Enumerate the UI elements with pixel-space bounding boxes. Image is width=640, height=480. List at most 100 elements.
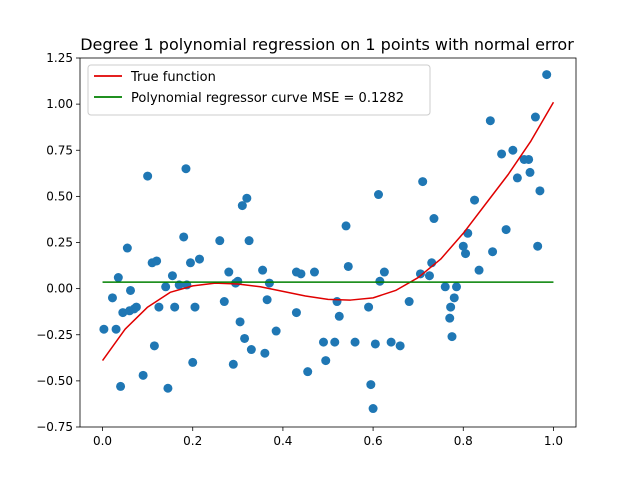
data-point bbox=[240, 333, 250, 343]
data-point bbox=[404, 297, 414, 307]
data-point bbox=[350, 337, 360, 347]
data-point bbox=[497, 149, 507, 159]
data-point bbox=[375, 276, 385, 286]
data-point bbox=[126, 285, 136, 295]
data-point bbox=[364, 302, 374, 312]
x-tick-label: 0.8 bbox=[454, 434, 473, 448]
y-tick-label: 0.25 bbox=[46, 236, 73, 250]
data-point bbox=[318, 337, 328, 347]
legend-box bbox=[87, 64, 431, 116]
x-tick-label: 0.2 bbox=[183, 434, 202, 448]
data-point bbox=[488, 247, 498, 257]
data-point bbox=[163, 383, 173, 393]
data-point bbox=[343, 261, 353, 271]
data-point bbox=[303, 367, 313, 377]
data-point bbox=[152, 256, 162, 266]
data-point bbox=[258, 265, 268, 275]
data-point bbox=[194, 254, 204, 264]
data-point bbox=[181, 164, 191, 174]
chart-title: Degree 1 polynomial regression on 1 poin… bbox=[80, 35, 574, 54]
data-point bbox=[219, 297, 229, 307]
data-point bbox=[244, 236, 254, 246]
data-point bbox=[535, 186, 545, 196]
data-point bbox=[341, 221, 351, 231]
y-tick-label: −0.25 bbox=[36, 328, 73, 342]
data-point bbox=[161, 282, 171, 292]
y-tick-label: −0.75 bbox=[36, 420, 73, 434]
data-point bbox=[449, 293, 459, 303]
data-point bbox=[296, 269, 306, 279]
legend-label: Polynomial regressor curve MSE = 0.1282 bbox=[131, 91, 404, 106]
y-tick-label: 0.50 bbox=[46, 189, 73, 203]
data-point bbox=[440, 282, 450, 292]
data-point bbox=[533, 241, 543, 251]
data-point bbox=[446, 302, 456, 312]
data-point bbox=[149, 341, 159, 351]
data-point bbox=[379, 267, 389, 277]
data-point bbox=[246, 345, 256, 355]
data-point bbox=[395, 341, 405, 351]
y-tick-label: −0.50 bbox=[36, 374, 73, 388]
data-point bbox=[309, 267, 319, 277]
data-point bbox=[485, 116, 495, 126]
y-tick-label: 1.25 bbox=[46, 51, 73, 65]
data-point bbox=[429, 214, 439, 224]
data-point bbox=[530, 112, 540, 122]
data-point bbox=[131, 302, 141, 312]
data-point bbox=[118, 308, 128, 318]
data-point bbox=[224, 267, 234, 277]
true-function-line bbox=[101, 101, 555, 362]
data-point bbox=[262, 295, 272, 305]
plot-area bbox=[99, 70, 555, 414]
data-point bbox=[271, 326, 281, 336]
data-point bbox=[167, 271, 177, 281]
data-point bbox=[215, 236, 225, 246]
data-point bbox=[235, 317, 245, 327]
data-point bbox=[321, 356, 331, 366]
data-point bbox=[334, 311, 344, 321]
data-point bbox=[370, 339, 380, 349]
x-tick-label: 0.0 bbox=[93, 434, 112, 448]
legend: True function Polynomial regressor curve … bbox=[87, 64, 431, 116]
legend-label: True function bbox=[130, 70, 216, 85]
data-point bbox=[374, 190, 384, 200]
data-point bbox=[154, 302, 164, 312]
y-tick-label: 0.75 bbox=[46, 143, 73, 157]
x-tick-label: 1.0 bbox=[544, 434, 563, 448]
data-point bbox=[447, 332, 457, 342]
data-point bbox=[237, 201, 247, 211]
data-point bbox=[330, 337, 340, 347]
axes: 0.0 0.2 0.4 0.6 0.8 1.0 −0.75 −0.50 −0.25 0.00 0.2… bbox=[36, 51, 577, 448]
x-tick-label: 0.4 bbox=[273, 434, 292, 448]
data-point bbox=[458, 241, 468, 251]
data-point bbox=[501, 225, 511, 235]
data-point bbox=[463, 228, 473, 238]
plot-content bbox=[99, 70, 555, 414]
data-point bbox=[512, 173, 522, 183]
data-point bbox=[415, 269, 425, 279]
data-point bbox=[470, 195, 480, 205]
data-point bbox=[264, 278, 274, 288]
data-point bbox=[185, 258, 195, 268]
y-tick-label: 0.00 bbox=[46, 282, 73, 296]
data-point bbox=[116, 381, 126, 391]
data-point bbox=[461, 249, 471, 259]
data-point bbox=[332, 297, 342, 307]
data-point bbox=[445, 313, 455, 323]
data-point bbox=[113, 273, 123, 283]
data-point bbox=[366, 380, 376, 390]
data-point bbox=[242, 193, 252, 203]
x-tick-label: 0.6 bbox=[364, 434, 383, 448]
data-point bbox=[524, 154, 534, 164]
data-point bbox=[190, 302, 200, 312]
data-point bbox=[260, 348, 270, 358]
data-point bbox=[138, 370, 148, 380]
data-point bbox=[188, 357, 198, 367]
data-point bbox=[368, 404, 378, 414]
y-tick-label: 1.00 bbox=[46, 97, 73, 111]
data-point bbox=[452, 282, 462, 292]
data-point bbox=[424, 271, 434, 281]
data-point bbox=[107, 293, 117, 303]
data-point bbox=[99, 324, 109, 334]
